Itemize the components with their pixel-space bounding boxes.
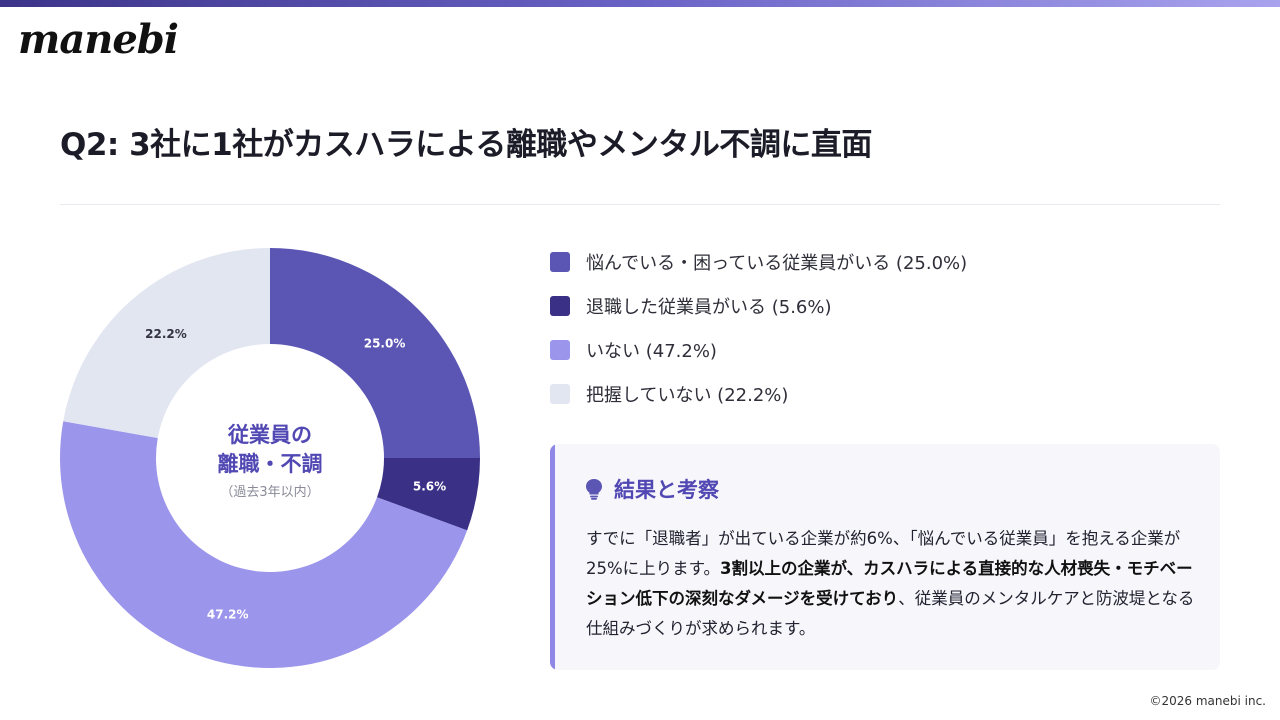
insight-title: 結果と考察: [614, 478, 719, 502]
donut-slice-labels: 25.0% 5.6% 47.2% 22.2%: [145, 327, 446, 622]
insight-body: すでに「退職者」が出ている企業が約6%、「悩んでいる従業員」を抱える企業が25%…: [586, 524, 1198, 644]
legend-label: 把握していない (22.2%): [586, 385, 789, 406]
slice-label-2: 5.6%: [413, 479, 446, 493]
legend-label: 悩んでいる・困っている従業員がいる (25.0%): [586, 253, 968, 274]
legend-swatch: [550, 340, 570, 360]
donut-slice-3[interactable]: [60, 421, 468, 668]
donut-slice-1[interactable]: [270, 248, 480, 458]
copyright: ©2026 manebi inc.: [1149, 694, 1266, 708]
top-accent-bar: [0, 0, 1280, 7]
page-title: Q2: 3社に1社がカスハラによる離職やメンタル不調に直面: [60, 126, 872, 163]
insight-header: 結果と考察: [584, 474, 719, 504]
center-label-line2: 離職・不調: [218, 452, 323, 476]
legend-swatch: [550, 296, 570, 316]
legend-swatch: [550, 252, 570, 272]
donut-slice-4[interactable]: [63, 248, 271, 439]
legend-label: 退職した従業員がいる (5.6%): [586, 297, 832, 318]
insight-accent-bar: [550, 444, 555, 670]
donut-slice-2[interactable]: [377, 458, 480, 531]
lightbulb-icon: [586, 479, 602, 500]
insight-body-part2: 、従業員のメンタルケアと防波堤となる仕組みづくりが求められます。: [586, 589, 1195, 638]
manebi-logo[interactable]: manebi: [18, 16, 179, 63]
legend-swatch: [550, 384, 570, 404]
legend-item-troubled[interactable]: 悩んでいる・困っている従業員がいる (25.0%): [550, 240, 967, 284]
center-label-line1: 従業員の: [227, 423, 312, 447]
legend-item-unknown[interactable]: 把握していない (22.2%): [550, 372, 967, 416]
insight-body-bold: 3割以上の企業が、カスハラによる直接的な人材喪失・モチベーション低下の深刻なダメ…: [586, 559, 1193, 608]
slice-label-1: 25.0%: [364, 336, 406, 350]
title-divider: [60, 204, 1220, 205]
legend-label: いない (47.2%): [586, 341, 717, 362]
insight-body-part1: すでに「退職者」が出ている企業が約6%、「悩んでいる従業員」を抱える企業が25%…: [586, 529, 1181, 578]
insight-box: 結果と考察 すでに「退職者」が出ている企業が約6%、「悩んでいる従業員」を抱える…: [550, 444, 1220, 670]
chart-legend: 悩んでいる・困っている従業員がいる (25.0%) 退職した従業員がいる (5.…: [550, 240, 967, 416]
slice-label-4: 22.2%: [145, 327, 187, 341]
center-sublabel: （過去3年以内）: [220, 484, 319, 500]
legend-item-resigned[interactable]: 退職した従業員がいる (5.6%): [550, 284, 967, 328]
donut-chart: 25.0% 5.6% 47.2% 22.2% 従業員の 離職・不調 （過去3年以内）: [60, 248, 480, 668]
donut-slices: [60, 248, 480, 668]
slice-label-3: 47.2%: [207, 607, 249, 621]
legend-item-none[interactable]: いない (47.2%): [550, 328, 967, 372]
